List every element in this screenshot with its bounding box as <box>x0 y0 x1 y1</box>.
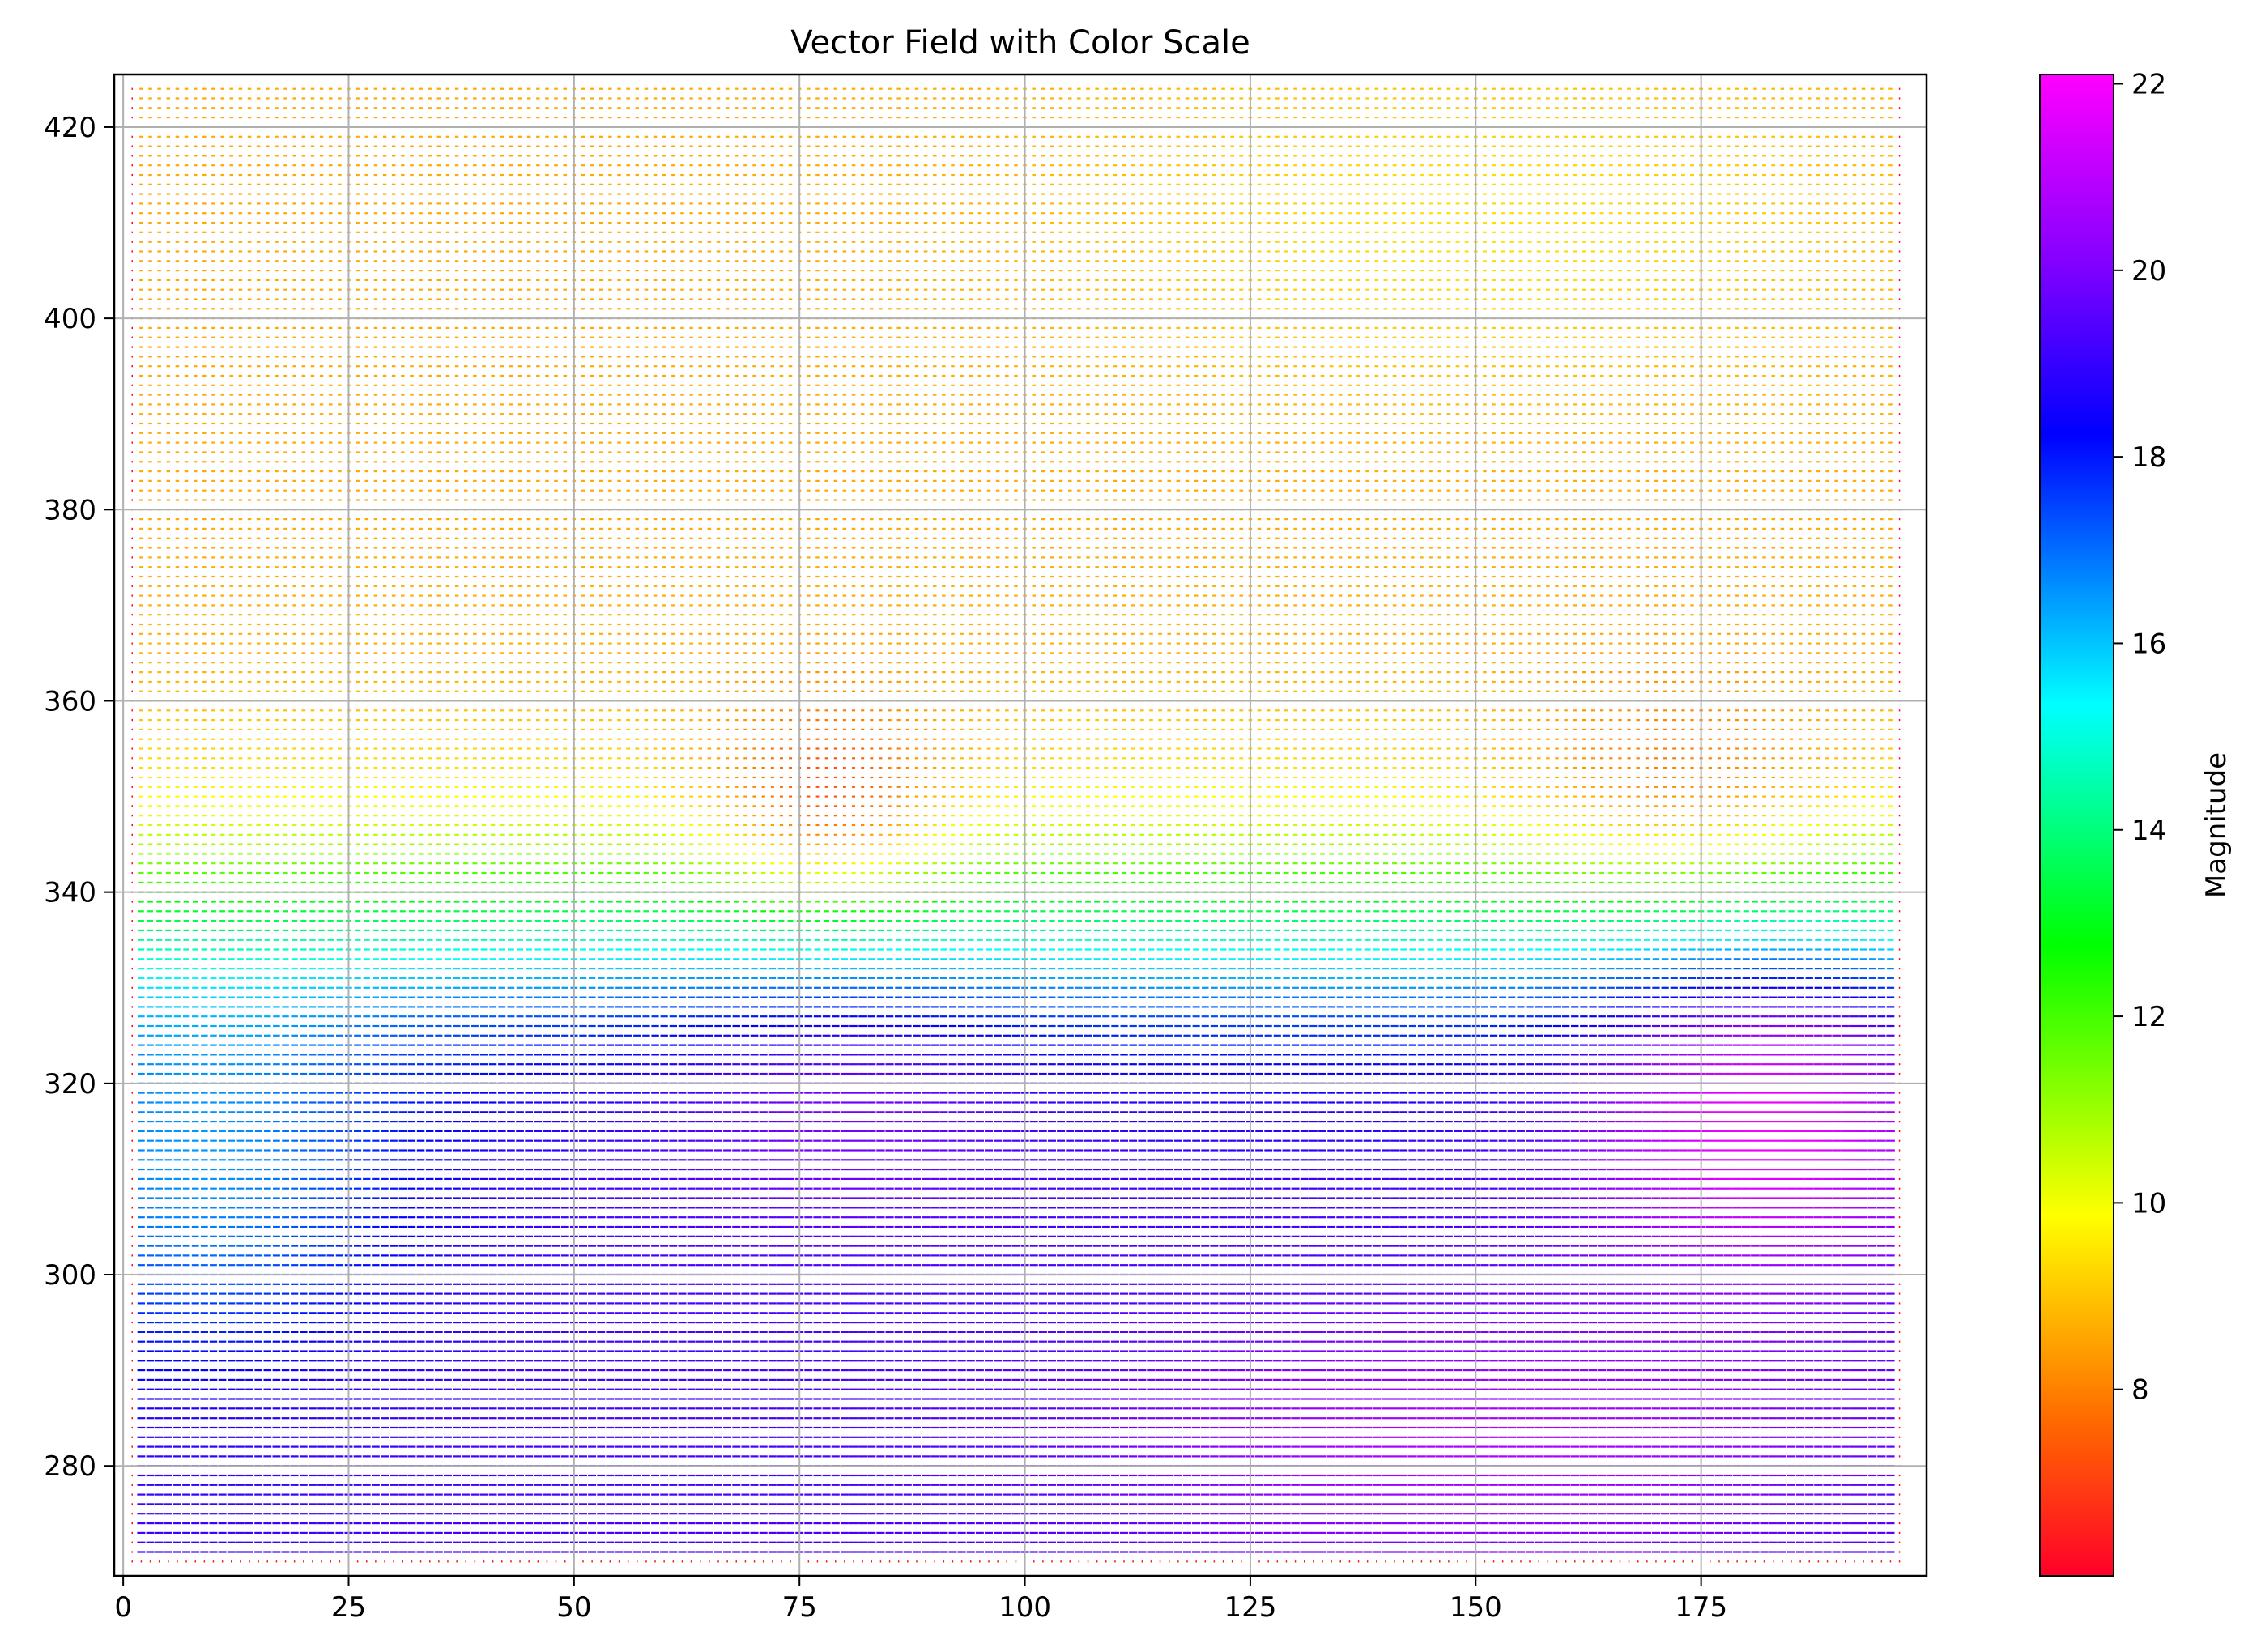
chart-title: Vector Field with Color Scale <box>790 24 1250 62</box>
vector-field <box>131 87 1901 1563</box>
